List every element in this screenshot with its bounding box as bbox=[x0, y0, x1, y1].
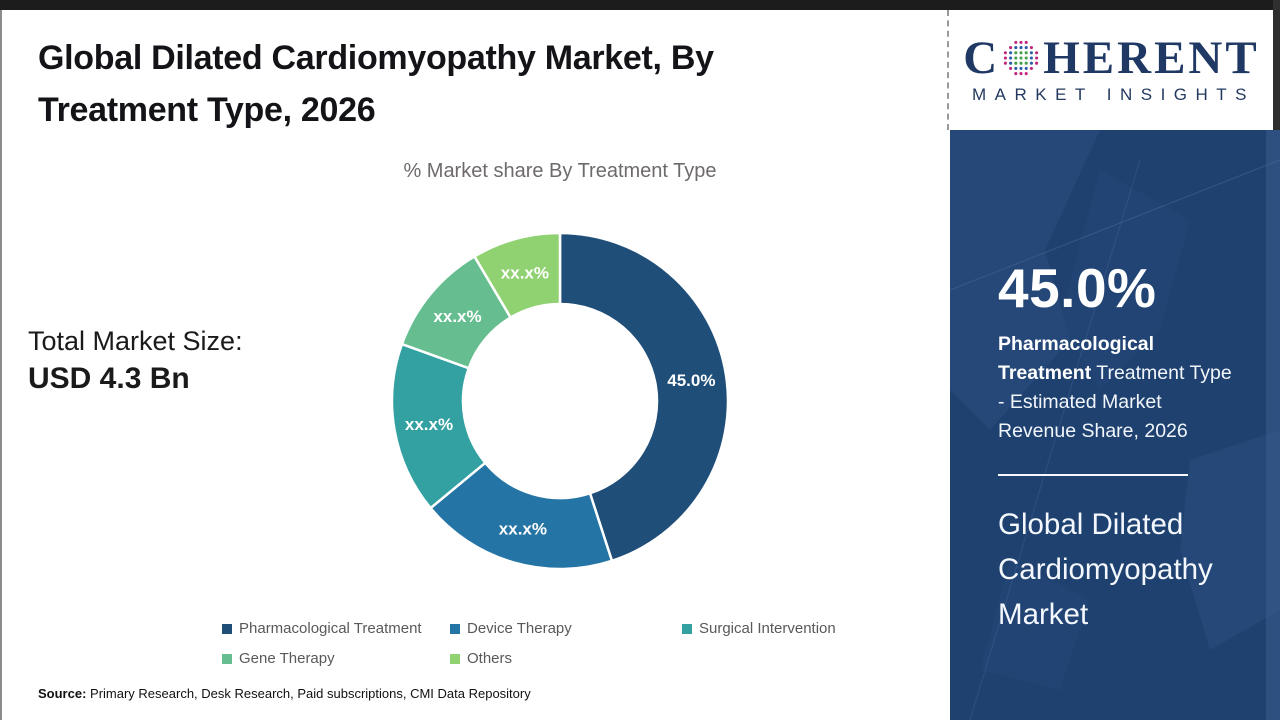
legend-label: Surgical Intervention bbox=[699, 620, 836, 637]
legend-item-surgical-intervention[interactable]: Surgical Intervention bbox=[682, 616, 836, 641]
legend-swatch-icon bbox=[682, 623, 692, 634]
left-border bbox=[0, 10, 2, 720]
sidebar-divider bbox=[998, 474, 1188, 476]
top-border bbox=[0, 0, 1280, 10]
globe-dot bbox=[1024, 40, 1028, 44]
chart-subtitle: % Market share By Treatment Type bbox=[403, 160, 717, 182]
logo-text-end: HERENT bbox=[1043, 32, 1260, 84]
donut-segment-label: xx.x% bbox=[501, 264, 549, 283]
right-border bbox=[1273, 0, 1280, 130]
legend-swatch-icon bbox=[450, 653, 460, 664]
globe-dot bbox=[1014, 40, 1018, 44]
dashed-separator bbox=[947, 10, 949, 130]
globe-dot bbox=[1004, 61, 1008, 65]
globe-dot bbox=[1009, 55, 1013, 60]
globe-dot bbox=[1024, 50, 1028, 54]
globe-dot bbox=[1009, 61, 1013, 65]
legend-label: Gene Therapy bbox=[239, 650, 335, 667]
legend-swatch-icon bbox=[222, 623, 232, 634]
legend-swatch-icon bbox=[222, 653, 232, 664]
globe-dot bbox=[1019, 40, 1023, 44]
legend-label: Others bbox=[467, 650, 513, 667]
globe-dot bbox=[1030, 55, 1034, 60]
legend-item-others[interactable]: Others bbox=[450, 646, 682, 671]
globe-dot bbox=[1019, 50, 1023, 54]
globe-dot bbox=[1014, 66, 1018, 70]
globe-dot bbox=[1004, 55, 1008, 60]
globe-dot bbox=[1035, 55, 1039, 60]
legend-item-pharmacological-treatment[interactable]: Pharmacological Treatment bbox=[222, 616, 450, 641]
globe-dot bbox=[1014, 55, 1018, 60]
donut-segment-label: xx.x% bbox=[433, 307, 481, 326]
globe-dot bbox=[1014, 50, 1018, 54]
donut-segment[interactable] bbox=[558, 231, 730, 563]
globe-dot bbox=[1030, 61, 1034, 65]
globe-dot bbox=[1009, 50, 1013, 54]
globe-dot bbox=[1030, 45, 1034, 49]
legend-item-device-therapy[interactable]: Device Therapy bbox=[450, 616, 682, 641]
globe-dot bbox=[1030, 50, 1034, 54]
logo-text-start: C bbox=[963, 32, 1001, 84]
sidebar-content: 45.0% Pharmacological Treatment Treatmen… bbox=[950, 256, 1280, 637]
donut-segment-label: xx.x% bbox=[405, 415, 453, 434]
headline-description: Pharmacological Treatment Treatment Type… bbox=[998, 330, 1232, 446]
world-map-texture bbox=[950, 130, 1280, 720]
globe-dot bbox=[1019, 45, 1023, 49]
donut-segment-label: 45.0% bbox=[667, 371, 715, 390]
globe-dot bbox=[1035, 50, 1039, 54]
brand-tagline: MARKET INSIGHTS bbox=[971, 85, 1256, 104]
globe-dot bbox=[1004, 50, 1008, 54]
total-market-label: Total Market Size: bbox=[28, 326, 243, 356]
headline-description-rest: Treatment Type - Estimated Market Revenu… bbox=[998, 362, 1232, 442]
source-note: Source: Primary Research, Desk Research,… bbox=[38, 686, 531, 701]
donut-chart[interactable]: 45.0% xx.x% xx.x% xx.x% xx.x% bbox=[380, 221, 740, 581]
total-market-size: Total Market Size: USD 4.3 Bn bbox=[28, 326, 243, 396]
source-label: Source: bbox=[38, 686, 87, 701]
legend-item-gene-therapy[interactable]: Gene Therapy bbox=[222, 646, 450, 671]
total-market-value: USD 4.3 Bn bbox=[28, 362, 190, 395]
legend-label: Device Therapy bbox=[467, 620, 572, 637]
legend-label: Pharmacological Treatment bbox=[239, 620, 422, 637]
headline-percentage: 45.0% bbox=[998, 257, 1157, 319]
globe-dot bbox=[1024, 71, 1028, 75]
globe-dot bbox=[1009, 45, 1013, 49]
chart-panel: Global Dilated Cardiomyopathy Market, By… bbox=[2, 10, 948, 717]
globe-dot bbox=[1024, 45, 1028, 49]
headline-segment-name: Pharmacological Treatment bbox=[998, 333, 1155, 384]
globe-dot bbox=[1009, 66, 1013, 70]
chart-legend: Pharmacological Treatment Device Therapy… bbox=[222, 616, 836, 671]
highlight-sidebar: 45.0% Pharmacological Treatment Treatmen… bbox=[950, 130, 1280, 720]
globe-dot bbox=[1030, 66, 1034, 70]
source-text: Primary Research, Desk Research, Paid su… bbox=[86, 686, 531, 701]
globe-dot bbox=[1019, 61, 1023, 65]
globe-dot bbox=[1019, 66, 1023, 70]
globe-dot bbox=[1019, 55, 1023, 60]
page-title: Global Dilated Cardiomyopathy Market, By… bbox=[38, 39, 714, 129]
donut-segment[interactable] bbox=[472, 231, 562, 320]
globe-dot bbox=[1035, 61, 1039, 65]
globe-dot bbox=[1014, 45, 1018, 49]
globe-dot bbox=[1014, 61, 1018, 65]
globe-dot bbox=[1024, 66, 1028, 70]
globe-dot bbox=[1019, 71, 1023, 75]
sidebar-market-title: Global Dilated Cardiomyopathy Market bbox=[998, 508, 1213, 631]
legend-swatch-icon bbox=[450, 623, 460, 634]
globe-dot bbox=[1014, 71, 1018, 75]
brand-wordmark: C HERENT bbox=[963, 35, 1259, 82]
globe-dots-icon bbox=[1004, 40, 1039, 75]
donut-segment-label: xx.x% bbox=[499, 520, 547, 539]
globe-dot bbox=[1024, 55, 1028, 60]
brand-logo[interactable]: C HERENT MARKET INSIGHTS bbox=[950, 10, 1273, 130]
globe-dot bbox=[1024, 61, 1028, 65]
